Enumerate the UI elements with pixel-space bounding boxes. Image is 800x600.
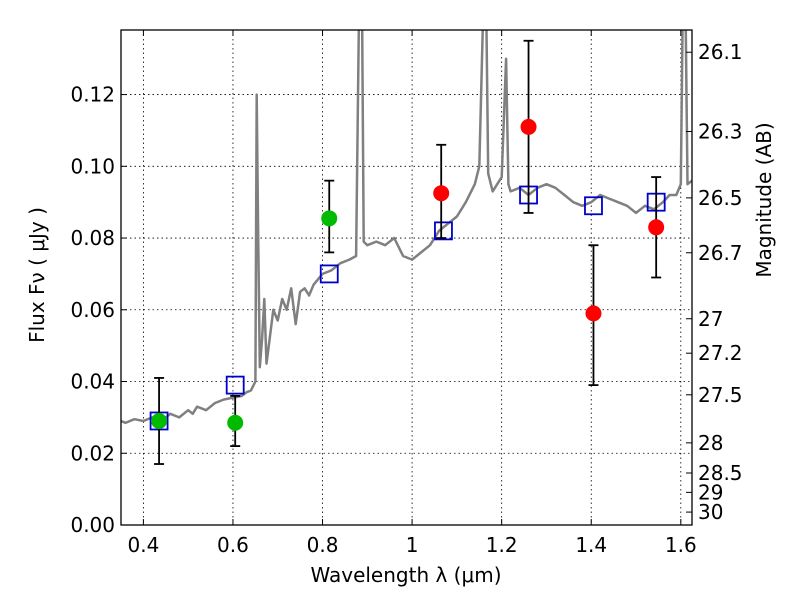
plot-frame — [120, 29, 693, 526]
mag-tick-label: 26.3 — [698, 120, 743, 144]
observed-flux-point — [520, 118, 537, 135]
y-tick-label: 0.08 — [70, 226, 115, 250]
observed-flux-point — [227, 414, 244, 431]
y-tick-label: 0.12 — [70, 83, 115, 107]
model-spectrum-line — [121, 30, 692, 425]
model-photometry-point — [225, 375, 245, 395]
y-tick-label: 0.00 — [70, 513, 115, 537]
observed-flux-point — [321, 210, 338, 227]
observed-flux-point — [433, 185, 450, 202]
x-tick-label: 1 — [406, 533, 419, 557]
x-tick-label: 0.8 — [307, 533, 339, 557]
observed-flux-point — [648, 219, 665, 236]
model-photometry-point — [319, 264, 339, 284]
y-tick-label: 0.06 — [70, 298, 115, 322]
grid-lines — [121, 30, 692, 526]
model-photometry-point — [584, 196, 603, 216]
y-axis-label-right: Magnitude (AB) — [752, 122, 776, 277]
mag-tick-label: 27 — [698, 307, 723, 331]
x-tick-label: 1.6 — [665, 533, 697, 557]
x-tick-label: 0.4 — [127, 533, 159, 557]
mag-tick-label: 26.5 — [698, 186, 743, 210]
observed-flux-point — [585, 305, 602, 322]
x-tick-label: 0.6 — [217, 533, 249, 557]
model-photometry-point — [434, 221, 453, 241]
mag-tick-label: 27.2 — [698, 341, 743, 365]
mag-tick-label: 28 — [698, 431, 723, 455]
axis-ticks: 0.4 0.6 0.8 1 1.2 1.4 1.6 0.00 0.02 0.04 0.06 0.08 0… — [70, 30, 743, 557]
mag-tick-label: 29 — [698, 480, 723, 504]
mag-tick-label: 28.5 — [698, 461, 743, 485]
plot-area — [121, 30, 692, 465]
y-tick-label: 0.02 — [70, 441, 115, 465]
x-tick-label: 1.2 — [486, 533, 518, 557]
y-tick-label: 0.10 — [70, 154, 115, 178]
mag-tick-label: 26.7 — [698, 241, 743, 265]
y-axis-label: Flux Fν ( μJy ) — [25, 207, 49, 343]
y-tick-label: 0.04 — [70, 370, 115, 394]
mag-tick-label: 27.5 — [698, 383, 743, 407]
observed-flux-point — [151, 412, 168, 429]
x-tick-label: 1.4 — [575, 533, 607, 557]
mag-tick-label: 26.1 — [698, 40, 743, 64]
mag-tick-label: 30 — [698, 500, 723, 524]
x-axis-label: Wavelength λ (μm) — [310, 563, 501, 587]
